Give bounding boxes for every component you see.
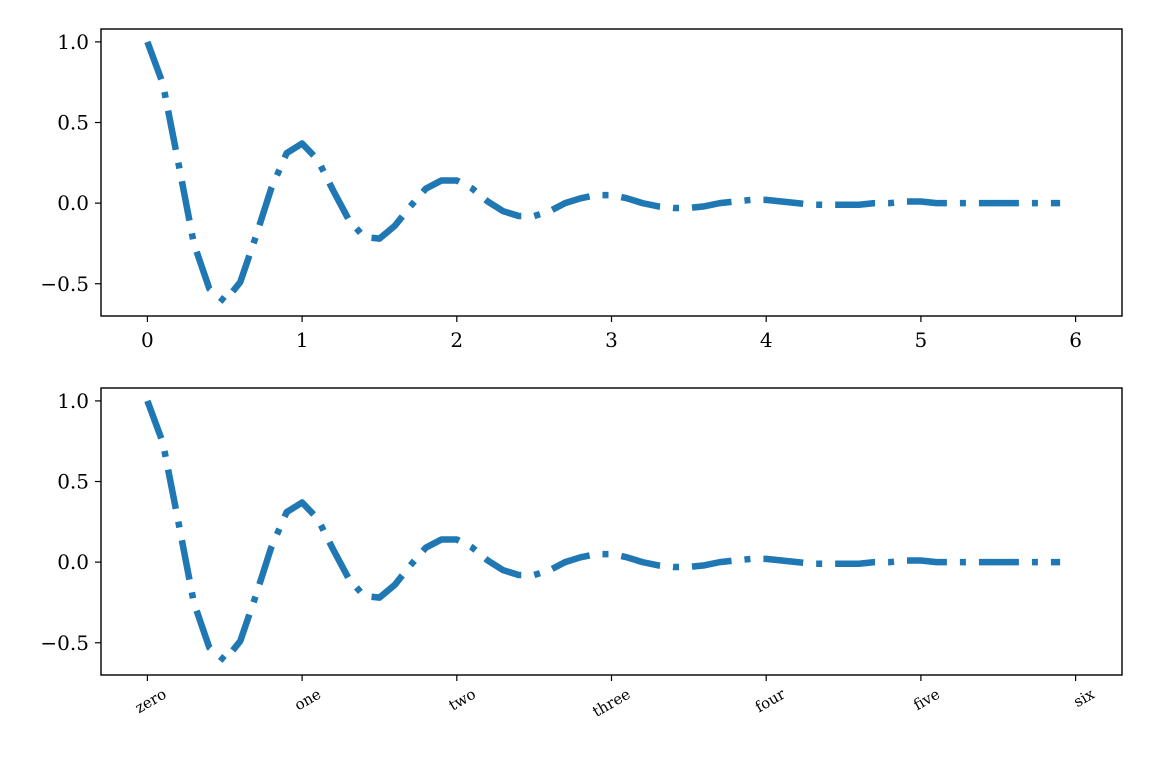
bottom-subplot: zero one two three four five six −0.5 0.0 0.5 1.0 [40,387,1123,721]
y-tick-label: 0.5 [57,470,89,494]
y-tick-label: 0.5 [57,111,89,135]
x-tick-label: 2 [450,328,463,352]
x-tick-label: 1 [296,328,309,352]
series-line-0 [144,399,1061,664]
x-tick-label: 4 [760,328,773,352]
plot-frame [100,387,1123,676]
x-tick-label: 0 [141,328,154,352]
x-tick-label: three [589,685,633,721]
top-subplot: 0 1 2 3 4 5 6 −0.5 0.0 0.5 1.0 [40,28,1123,352]
y-tick-label: 0.0 [57,550,89,574]
x-tick-label: zero [132,685,170,717]
y-tick-label: 1.0 [57,30,89,54]
plot-frame [100,28,1123,317]
x-tick-label: 3 [605,328,618,352]
y-tick-label: 0.0 [57,191,89,215]
x-tick-label: two [446,685,479,715]
x-tick-label: one [291,685,324,714]
x-tick-label: 6 [1069,328,1082,352]
x-tick-label: six [1070,685,1098,711]
x-tick-label: five [910,685,943,714]
y-tick-label: 1.0 [57,389,89,413]
x-tick-label: 5 [915,328,928,352]
y-tick-label: −0.5 [40,631,89,655]
series-line-0 [144,40,1061,305]
y-tick-label: −0.5 [40,272,89,296]
x-tick-label: four [752,684,789,716]
